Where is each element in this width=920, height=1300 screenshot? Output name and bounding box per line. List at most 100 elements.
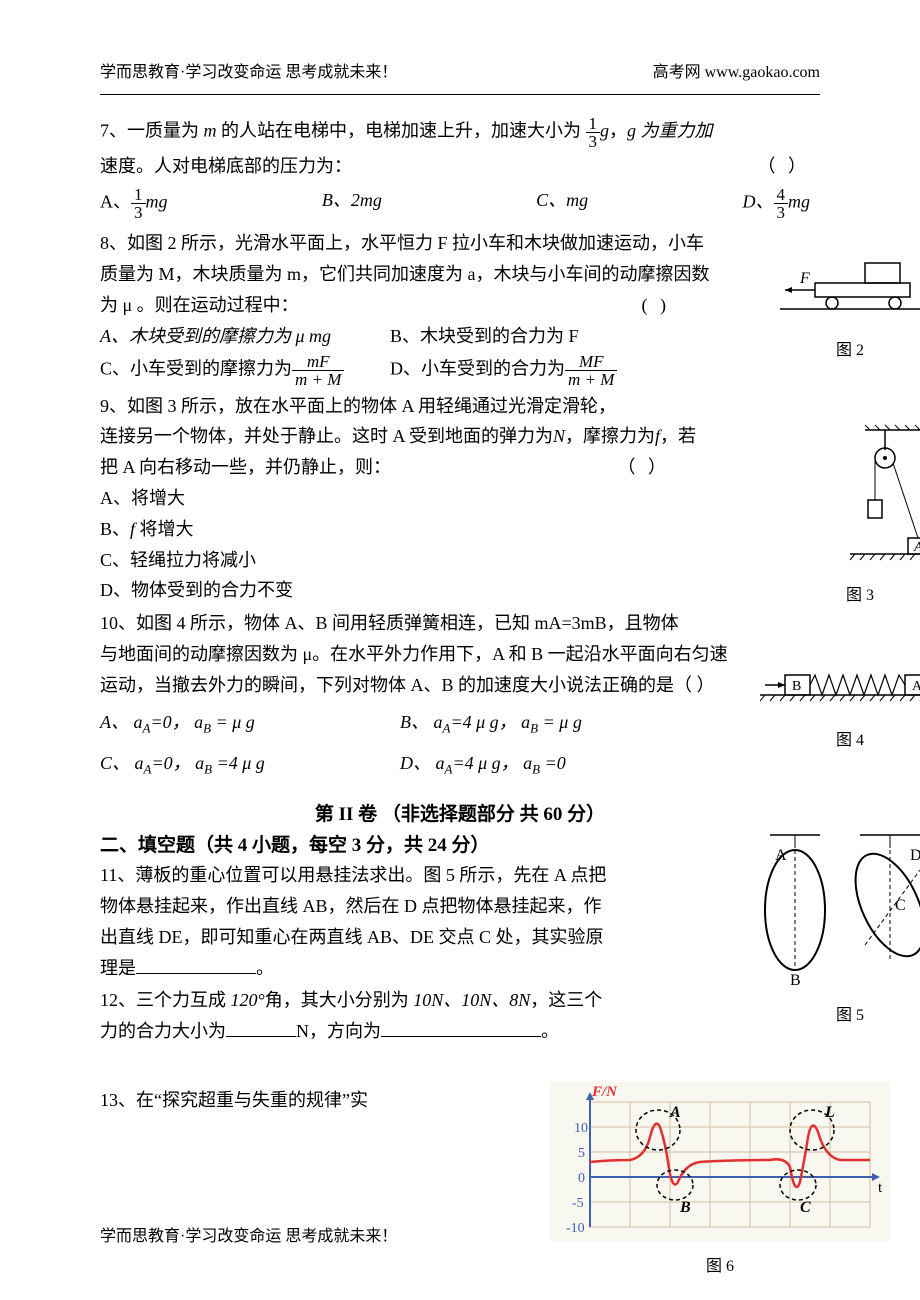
q10-line1: 10、如图 4 所示，物体 A、B 间用轻质弹簧相连，已知 mA=3mB，且物体 bbox=[100, 609, 820, 638]
q10-line3: 运动，当撤去外力的瞬间，下列对物体 A、B 的加速度大小说法正确的是（ ） bbox=[100, 671, 820, 700]
fig4-B-label: B bbox=[792, 679, 801, 694]
optD-post: mg bbox=[788, 192, 810, 212]
q7-g: g bbox=[600, 120, 609, 140]
q8-optB: B、木块受到的合力为 F bbox=[390, 322, 579, 351]
ytick0: 0 bbox=[578, 1171, 585, 1186]
q9-line3-text: 把 A 向右移动一些，并仍静止，则： bbox=[100, 453, 391, 482]
question-9: 9、如图 3 所示，放在水平面上的物体 A 用轻绳通过光滑定滑轮， 连接另一个物… bbox=[100, 392, 820, 606]
fig4-A-label: A bbox=[912, 679, 920, 694]
q11-line4-pre: 理是 bbox=[100, 958, 136, 978]
section2-header: 第 II 卷 （非选择题部分 共 60 分） bbox=[100, 800, 820, 830]
question-12: 12、三个力互成 120°角，其大小分别为 10N、10N、8N，这三个 力的合… bbox=[100, 986, 640, 1046]
fig6-label: 图 6 bbox=[550, 1254, 890, 1280]
q7-frac: 1 3 bbox=[586, 115, 601, 150]
q10-optB: B、 aA=4 μ g， aB = μ g bbox=[400, 708, 582, 739]
ytick5: 5 bbox=[578, 1146, 585, 1161]
den: m + M bbox=[292, 371, 344, 388]
q7-text: 7、一质量为 bbox=[100, 120, 199, 140]
q8-line3: 为 μ 。则在运动过程中： ( ) bbox=[100, 291, 820, 320]
den: 3 bbox=[131, 204, 146, 221]
q12-line2: 力的合力大小为N，方向为。 bbox=[100, 1017, 640, 1046]
den: 3 bbox=[774, 204, 789, 221]
q7-optA: A、13mg bbox=[100, 186, 168, 221]
section2-sub: 二、填空题（共 4 小题，每空 3 分，共 24 分） bbox=[100, 831, 820, 861]
fig6-A: A bbox=[669, 1104, 681, 1121]
q10-optD: D、 aA=4 μ g， aB =0 bbox=[400, 749, 566, 780]
q9-optC: C、轻绳拉力将减小 bbox=[100, 546, 820, 575]
figure-6: F/N t 10 5 0 -5 -10 A B C L 图 6 bbox=[550, 1082, 890, 1280]
q8-line2: 质量为 M，木块质量为 m，它们共同加速度为 a，木块与小车间的动摩擦因数 bbox=[100, 260, 820, 289]
q8-optAB: A、木块受到的摩擦力为 μ mg B、木块受到的合力为 F bbox=[100, 322, 820, 351]
q9-line2-post: ，若 bbox=[660, 426, 696, 446]
fig3-label: 图 3 bbox=[790, 583, 920, 609]
q11-blank[interactable] bbox=[136, 956, 256, 974]
q10-line2: 与地面间的动摩擦因数为 μ。在水平外力作用下，A 和 B 一起沿水平面向右匀速 bbox=[100, 640, 820, 669]
q9-line2-mid: ，摩擦力为 bbox=[565, 426, 655, 446]
fig5-B-label: B bbox=[790, 972, 801, 989]
num: 1 bbox=[131, 186, 146, 204]
fig6-C: C bbox=[800, 1199, 811, 1216]
den: m + M bbox=[565, 371, 617, 388]
header-left: 学而思教育·学习改变命运 思考成就未来！ bbox=[100, 60, 397, 86]
q12-line2-pre: 力的合力大小为 bbox=[100, 1021, 226, 1041]
q12-line2-post: 。 bbox=[541, 1021, 559, 1041]
q9-optB: B、f 将增大 bbox=[100, 515, 820, 544]
q8-optA: A、木块受到的摩擦力为 μ mg bbox=[100, 322, 390, 351]
header-divider bbox=[100, 94, 820, 95]
q12-blank2[interactable] bbox=[381, 1019, 541, 1037]
fig2-F-label: F bbox=[799, 270, 810, 287]
num: MF bbox=[565, 353, 617, 371]
q9-N: N bbox=[553, 426, 565, 446]
q10-line1-text: 10、如图 4 所示，物体 A、B 间用轻质弹簧相连，已知 mA=3mB，且物体 bbox=[100, 613, 679, 633]
q10-optA: A、 aA=0， aB = μ g bbox=[100, 708, 400, 739]
q10-optCD: C、 aA=0， aB =4 μ g D、 aA=4 μ g， aB =0 bbox=[100, 749, 820, 780]
fig2-label: 图 2 bbox=[780, 338, 920, 364]
optB-post: 将增大 bbox=[135, 519, 194, 539]
q12-line1: 12、三个力互成 120°角，其大小分别为 10N、10N、8N，这三个 bbox=[100, 986, 640, 1015]
fig4-label: 图 4 bbox=[760, 728, 920, 754]
q11-line2: 物体悬挂起来，作出直线 AB，然后在 D 点把物体悬挂起来，作 bbox=[100, 892, 640, 921]
q11-line4: 理是。 bbox=[100, 954, 640, 983]
q7-optC: C、mg bbox=[536, 186, 588, 221]
q9-line3: 把 A 向右移动一些，并仍静止，则： （ ） bbox=[100, 453, 820, 482]
q7-optB: B、2mg bbox=[322, 186, 382, 221]
num: mF bbox=[292, 353, 344, 371]
ytick-10: -10 bbox=[566, 1221, 585, 1236]
fig6-L: L bbox=[824, 1104, 835, 1121]
optA-frac: 13 bbox=[131, 186, 146, 221]
q9-line2-pre: 连接另一个物体，并处于静止。这时 A 受到地面的弹力为 bbox=[100, 426, 553, 446]
q12-forces: 10N、10N、8N bbox=[413, 990, 530, 1010]
question-7: 7、一质量为 m 的人站在电梯中，电梯加速上升，加速大小为 1 3 g，g 为重… bbox=[100, 115, 820, 222]
fig5-A-label: A bbox=[775, 847, 787, 864]
fig5-D-label: D bbox=[910, 847, 920, 864]
q7-comma: ， bbox=[609, 120, 627, 140]
optD-frac: MFm + M bbox=[565, 353, 617, 388]
q11-line3: 出直线 DE，即可知重心在两直线 AB、DE 交点 C 处，其实验原 bbox=[100, 923, 640, 952]
optD-pre: D、 bbox=[743, 192, 774, 212]
fig5-C-label: C bbox=[895, 897, 906, 914]
q7-line1: 7、一质量为 m 的人站在电梯中，电梯加速上升，加速大小为 1 3 g，g 为重… bbox=[100, 115, 820, 150]
optC-frac: mFm + M bbox=[292, 353, 344, 388]
optA-post: mg bbox=[146, 192, 168, 212]
q8-brackets: ( ) bbox=[642, 291, 671, 320]
q9-optD: D、物体受到的合力不变 bbox=[100, 576, 820, 605]
optD-pre: D、小车受到的合力为 bbox=[390, 358, 565, 378]
figure-3: A 图 3 bbox=[790, 420, 920, 608]
q9-optA: A、将增大 bbox=[100, 484, 820, 513]
q7-optD: D、43mg bbox=[743, 186, 811, 221]
optB-pre: B、 bbox=[100, 519, 130, 539]
optD-frac: 43 bbox=[774, 186, 789, 221]
ytick10: 10 bbox=[574, 1121, 588, 1136]
q9-brackets: （ ） bbox=[618, 453, 671, 482]
q7-m: m bbox=[204, 120, 217, 140]
q10-optAB: A、 aA=0， aB = μ g B、 aA=4 μ g， aB = μ g bbox=[100, 708, 820, 739]
q12-pre: 12、三个力互成 bbox=[100, 990, 231, 1010]
question-8: 8、如图 2 所示，光滑水平面上，水平恒力 F 拉小车和木块做加速运动，小车 质… bbox=[100, 229, 820, 387]
ytick-5: -5 bbox=[572, 1196, 584, 1211]
q12-blank1[interactable] bbox=[226, 1019, 296, 1037]
fig6-ylabel: F/N bbox=[591, 1084, 618, 1100]
page-header: 学而思教育·学习改变命运 思考成就未来！ 高考网 www.gaokao.com bbox=[100, 60, 820, 86]
figure-4: B A 图 4 bbox=[760, 665, 920, 753]
q7-brackets: （ ） bbox=[758, 152, 811, 181]
q9-line1: 9、如图 3 所示，放在水平面上的物体 A 用轻绳通过光滑定滑轮， bbox=[100, 392, 820, 421]
